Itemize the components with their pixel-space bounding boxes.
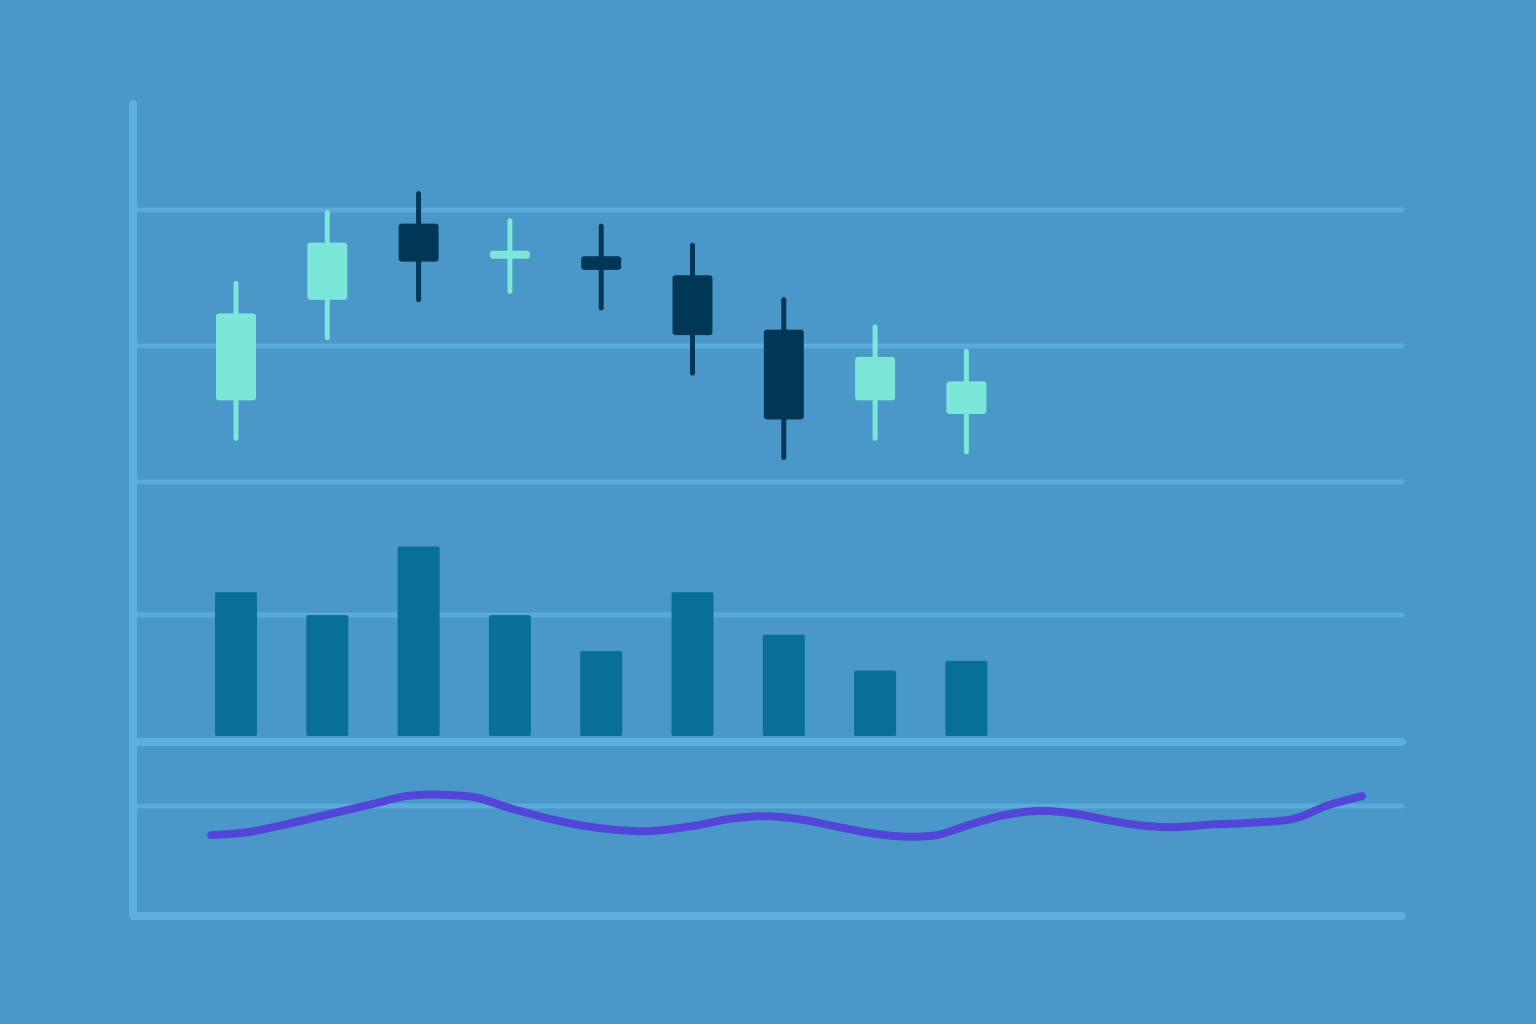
- candle-body-2: [307, 242, 348, 300]
- candle-body-5: [581, 256, 622, 270]
- candle-body-8: [855, 356, 896, 401]
- candle-body-3: [398, 223, 439, 262]
- candle-body-9: [946, 381, 987, 414]
- volume-bar-3: [397, 546, 440, 736]
- candle-body-6: [672, 275, 713, 336]
- volume-bar-7: [762, 634, 805, 736]
- volume-bar-2: [306, 615, 349, 736]
- volume-bar-6: [671, 592, 714, 736]
- volume-bar-8: [854, 670, 897, 736]
- candle-body-1: [216, 313, 256, 401]
- volume-bar-9: [945, 660, 988, 736]
- candle-body-7: [763, 329, 804, 420]
- volume-bar-5: [580, 651, 623, 736]
- candle-body-4: [489, 250, 530, 259]
- volume-bar-1: [215, 592, 257, 736]
- volume-bar-4: [488, 615, 531, 736]
- indicator-line: [207, 790, 1366, 841]
